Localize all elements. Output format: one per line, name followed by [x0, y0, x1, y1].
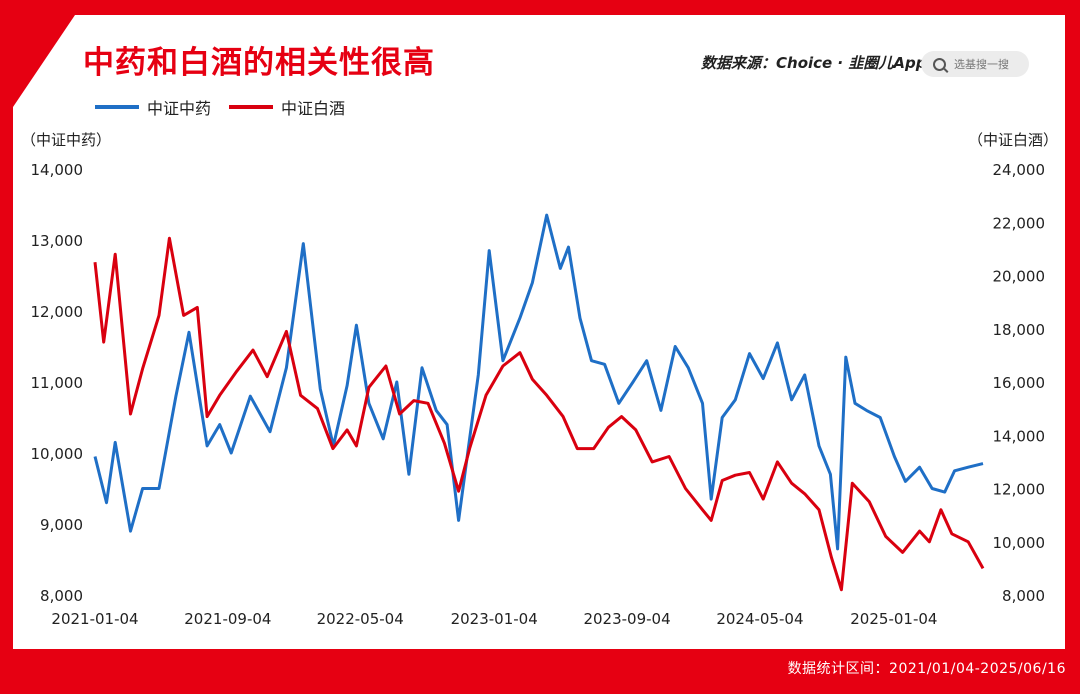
y-left-tick-label: 11,000 [31, 374, 84, 392]
y-left-axis-label: （中证中药） [21, 131, 111, 149]
x-tick-label: 2021-01-04 [51, 610, 138, 628]
y-right-tick-label: 18,000 [993, 321, 1046, 339]
data-source: 数据来源：Choice · 韭圈儿App [701, 54, 927, 72]
y-left-tick-label: 8,000 [40, 587, 83, 605]
x-tick-label: 2023-09-04 [583, 610, 670, 628]
legend-label-red: 中证白酒 [281, 99, 346, 118]
y-right-tick-label: 12,000 [993, 481, 1046, 499]
chart-title: 中药和白酒的相关性很高 [83, 45, 435, 81]
legend: 中证中药 中证白酒 [95, 95, 363, 119]
legend-swatch-red [229, 105, 274, 109]
corner-decoration [13, 15, 75, 107]
y-left-tick-label: 12,000 [31, 303, 84, 321]
x-tick-label: 2025-01-04 [850, 610, 937, 628]
y-right-axis-label: （中证白酒） [968, 131, 1058, 149]
series-line-red [93, 236, 985, 592]
x-tick-label: 2023-01-04 [451, 610, 538, 628]
legend-label-blue: 中证中药 [147, 99, 212, 118]
search-placeholder: 选基搜一搜 [954, 58, 1009, 71]
y-left-tick-label: 10,000 [31, 445, 84, 463]
search-box[interactable]: 选基搜一搜 [921, 51, 1029, 77]
series-line-blue [93, 213, 984, 551]
y-left-tick-label: 14,000 [31, 161, 84, 179]
y-right-tick-label: 8,000 [1002, 587, 1045, 605]
y-left-tick-label: 13,000 [31, 232, 84, 250]
y-right-tick-label: 16,000 [993, 374, 1046, 392]
line-chart: （中证中药） 8,000 9,000 10,000 11,000 12,000 13,000… [21, 131, 1058, 628]
legend-item-blue: 中证中药 [95, 95, 211, 119]
x-tick-label: 2021-09-04 [184, 610, 271, 628]
y-right-tick-label: 20,000 [993, 268, 1046, 286]
date-range-footer: 数据统计区间：2021/01/04-2025/06/16 [787, 661, 1066, 677]
x-tick-label: 2022-05-04 [317, 610, 404, 628]
search-icon [933, 57, 946, 71]
legend-swatch-blue [95, 105, 139, 109]
chart-card: 中药和白酒的相关性很高 数据来源：Choice · 韭圈儿App 选基搜一搜 中… [13, 15, 1065, 649]
y-right-tick-label: 22,000 [993, 214, 1046, 232]
legend-item-red: 中证白酒 [229, 95, 345, 119]
y-right-tick-label: 14,000 [993, 427, 1046, 445]
x-tick-label: 2024-05-04 [716, 610, 803, 628]
y-right-tick-label: 24,000 [993, 161, 1046, 179]
y-right-tick-label: 10,000 [993, 534, 1046, 552]
y-left-tick-label: 9,000 [40, 516, 83, 534]
